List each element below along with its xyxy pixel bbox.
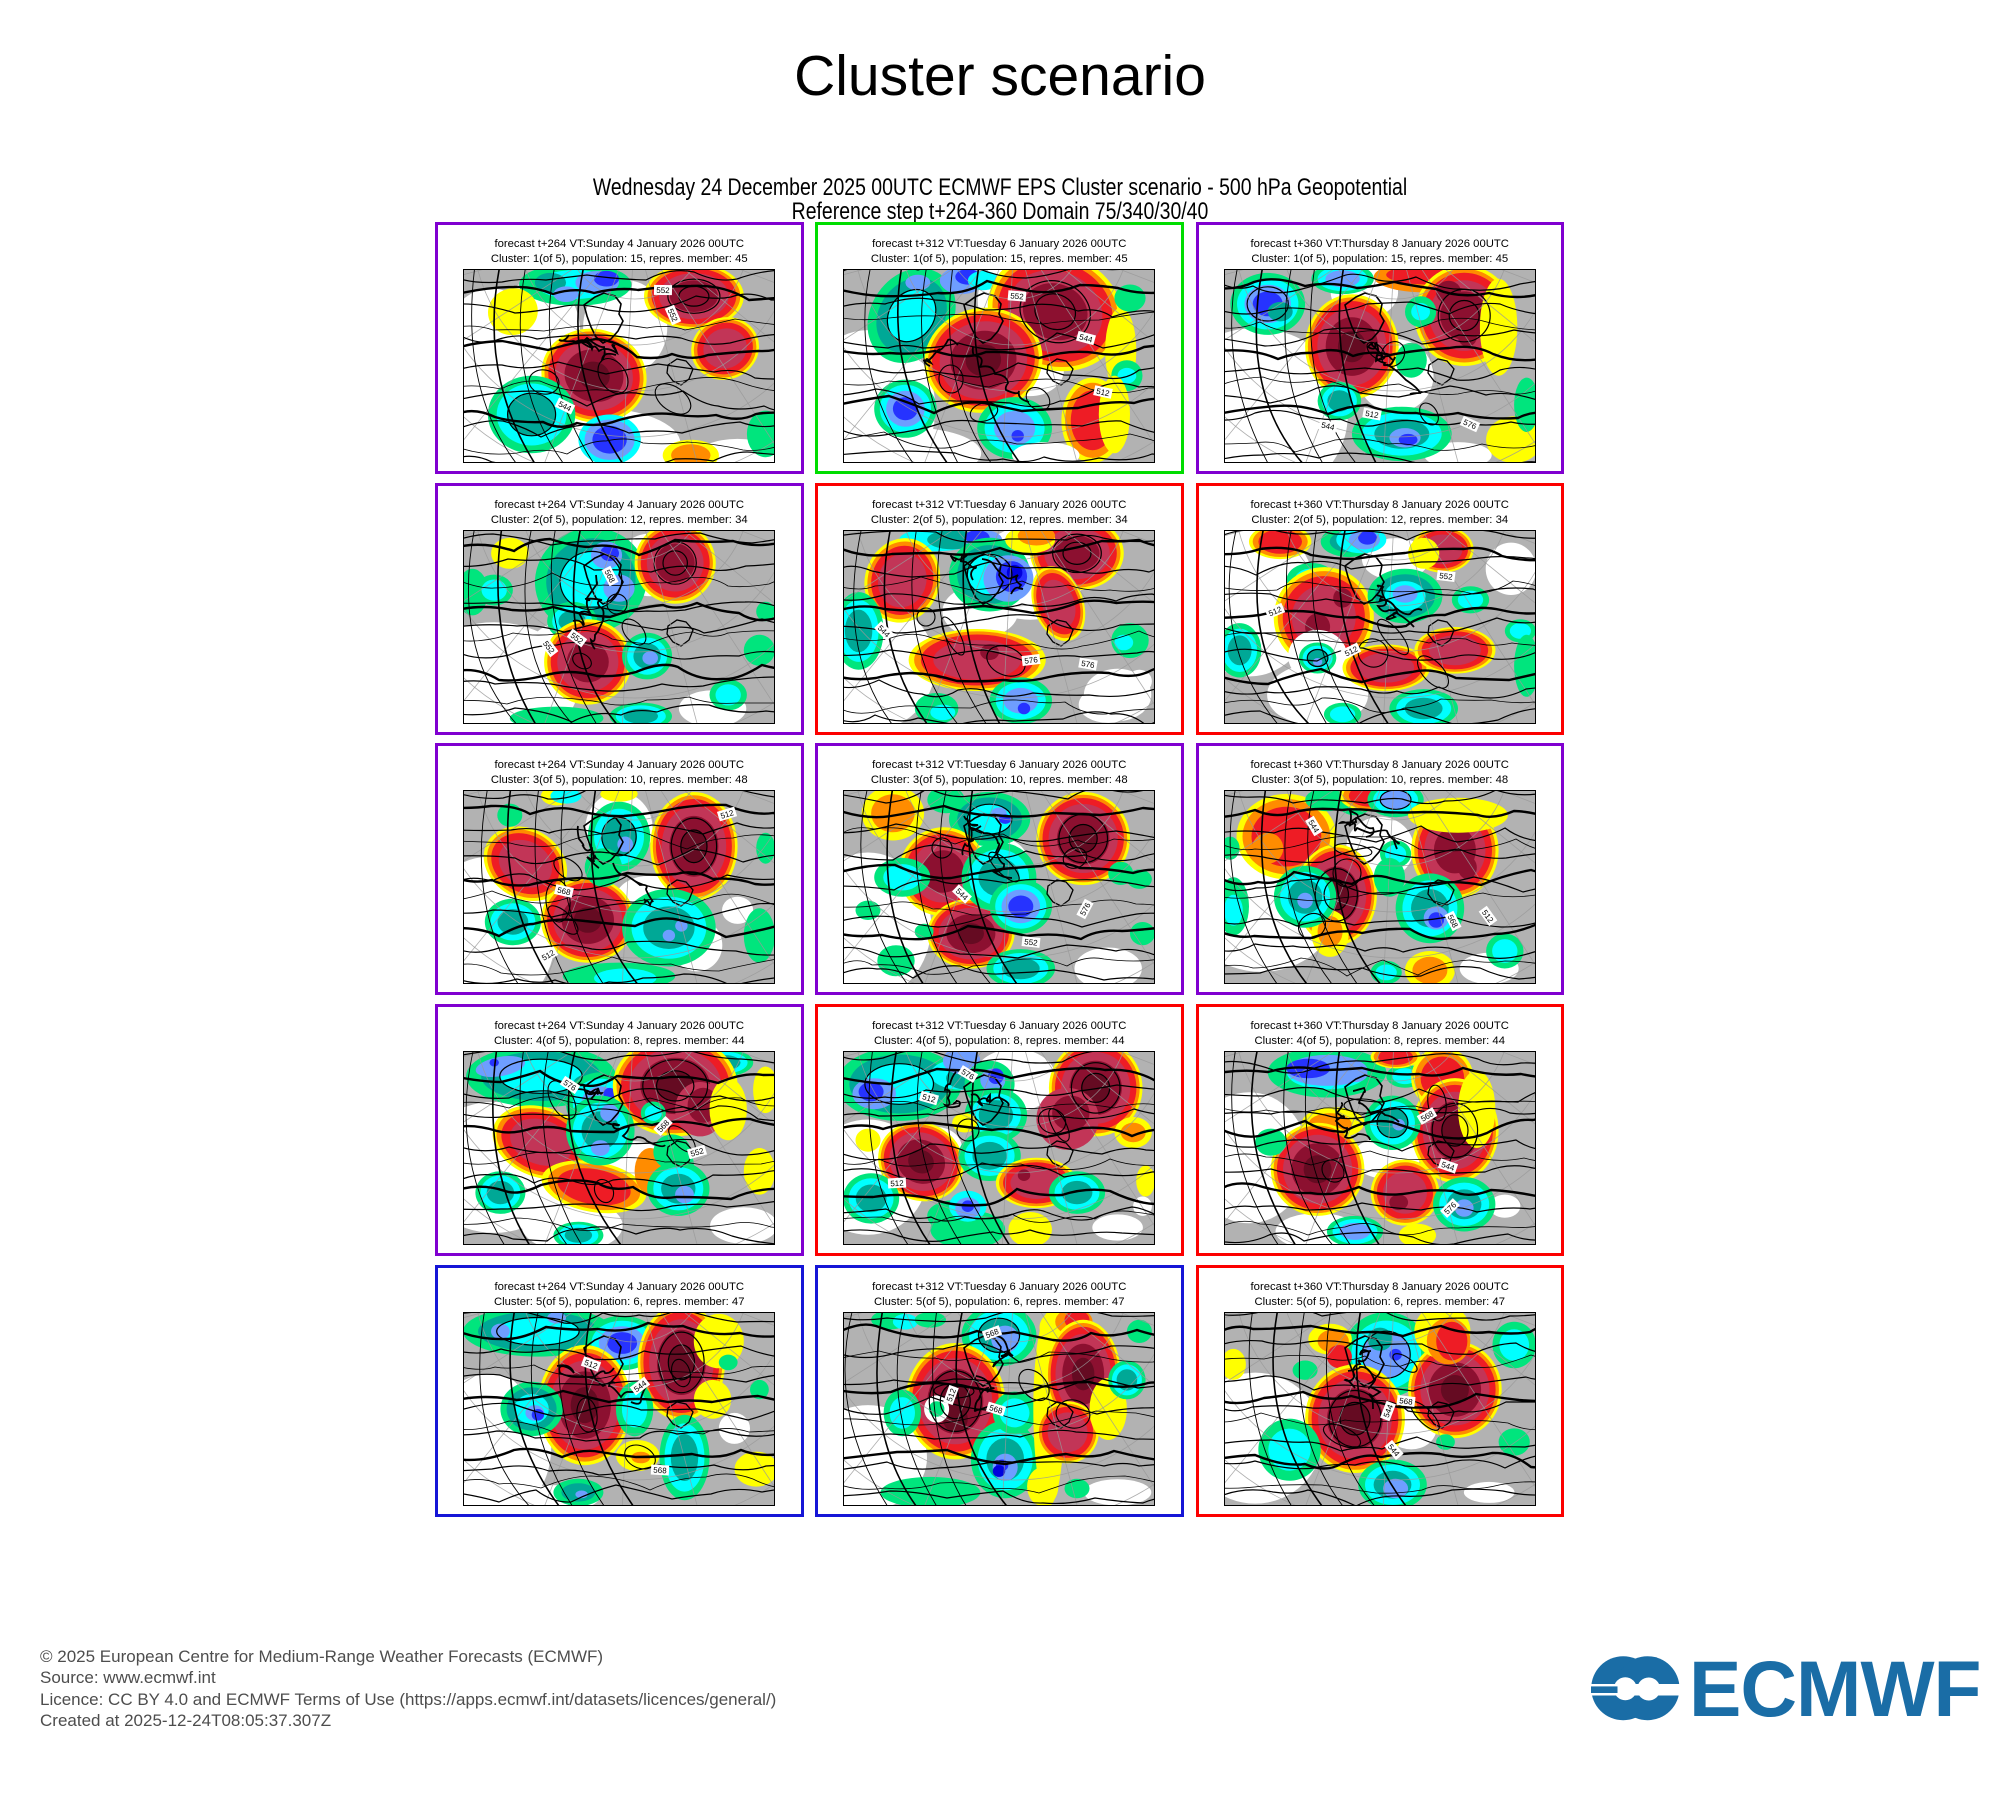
svg-text:568: 568 bbox=[653, 1465, 667, 1475]
svg-text:544: 544 bbox=[1320, 421, 1336, 433]
svg-text:512: 512 bbox=[719, 808, 735, 821]
svg-text:552: 552 bbox=[1438, 571, 1453, 582]
svg-text:552: 552 bbox=[1024, 938, 1039, 948]
svg-text:ECMWF: ECMWF bbox=[1689, 1650, 1980, 1733]
svg-text:544: 544 bbox=[1078, 332, 1094, 344]
svg-text:576: 576 bbox=[1081, 658, 1096, 669]
svg-text:512: 512 bbox=[890, 1179, 904, 1189]
svg-text:512: 512 bbox=[1095, 387, 1110, 399]
svg-text:568: 568 bbox=[1398, 1396, 1413, 1407]
svg-text:512: 512 bbox=[583, 1357, 599, 1370]
svg-text:544: 544 bbox=[1440, 1160, 1456, 1173]
svg-text:512: 512 bbox=[945, 1386, 958, 1402]
svg-text:552: 552 bbox=[689, 1146, 705, 1158]
svg-text:568: 568 bbox=[556, 886, 572, 898]
svg-text:552: 552 bbox=[1010, 291, 1025, 301]
svg-text:568: 568 bbox=[988, 1403, 1004, 1416]
svg-text:576: 576 bbox=[1024, 655, 1039, 666]
svg-text:512: 512 bbox=[921, 1092, 937, 1104]
svg-text:552: 552 bbox=[656, 286, 670, 295]
svg-text:512: 512 bbox=[1364, 409, 1379, 420]
